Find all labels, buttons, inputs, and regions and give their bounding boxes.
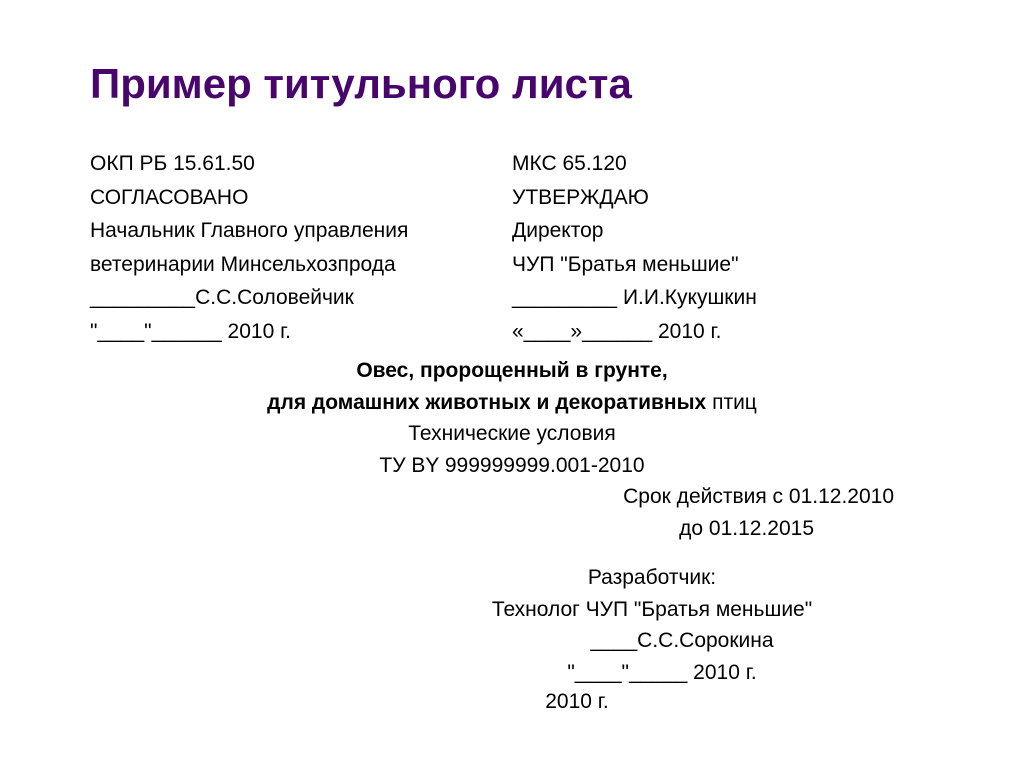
developer-signature: ____С.С.Сорокина — [370, 625, 934, 657]
developer-position: Технолог ЧУП "Братья меньшие" — [370, 594, 934, 626]
left-date: "____"______ 2010 г. — [90, 316, 512, 348]
left-position-2: ветеринарии Минсельхозпрода — [90, 249, 512, 281]
right-signature: _________ И.И.Кукушкин — [512, 282, 934, 314]
position-row-1: Начальник Главного управления Директор — [90, 215, 934, 247]
right-date: «____»______ 2010 г. — [512, 316, 934, 348]
developer-block: Разработчик: Технолог ЧУП "Братья меньши… — [90, 562, 934, 688]
approve-label: УТВЕРЖДАЮ — [512, 182, 934, 214]
left-signature: _________С.С.Соловейчик — [90, 282, 512, 314]
developer-date: "____"_____ 2010 г. — [370, 657, 934, 689]
developer-label: Разработчик: — [370, 562, 934, 594]
product-title-block: Овес, пророщенный в грунте, для домашних… — [90, 355, 934, 481]
signature-row: _________С.С.Соловейчик _________ И.И.Ку… — [90, 282, 934, 314]
spec-type: Технические условия — [90, 418, 934, 450]
position-row-2: ветеринарии Минсельхозпрода ЧУП "Братья … — [90, 249, 934, 281]
spec-number: ТУ BY 999999999.001-2010 — [90, 450, 934, 482]
left-position-1: Начальник Главного управления — [90, 215, 512, 247]
right-position-1: Директор — [512, 215, 934, 247]
product-line-2-suffix: птиц — [712, 391, 757, 414]
right-position-2: ЧУП "Братья меньшие" — [512, 249, 934, 281]
page-title: Пример титульного листа — [90, 60, 934, 108]
product-line-2-wrapper: для домашних животных и декоративных пти… — [90, 387, 934, 419]
footer-year: 2010 г. — [90, 690, 934, 714]
date-row: "____"______ 2010 г. «____»______ 2010 г… — [90, 316, 934, 348]
validity-to: до 01.12.2015 — [90, 513, 934, 545]
approval-labels-row: СОГЛАСОВАНО УТВЕРЖДАЮ — [90, 182, 934, 214]
product-line-1: Овес, пророщенный в грунте, — [90, 355, 934, 387]
product-line-2: для домашних животных и декоративных — [267, 391, 706, 414]
validity-from: Срок действия с 01.12.2010 — [90, 481, 934, 513]
agreed-label: СОГЛАСОВАНО — [90, 182, 512, 214]
mks-code: МКС 65.120 — [512, 148, 934, 180]
header-codes-row: ОКП РБ 15.61.50 МКС 65.120 — [90, 148, 934, 180]
okp-code: ОКП РБ 15.61.50 — [90, 148, 512, 180]
